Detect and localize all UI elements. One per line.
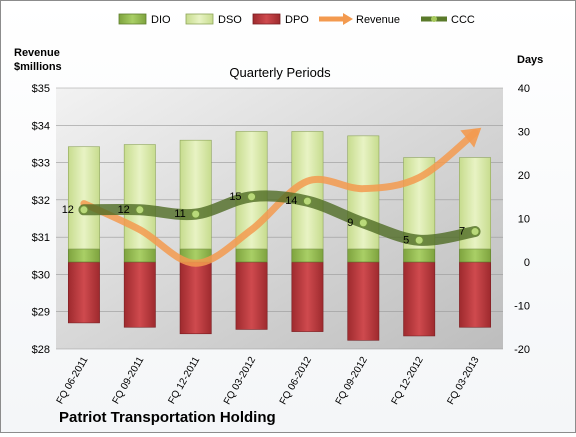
dpo-bar: [459, 261, 492, 328]
legend-swatch-dio: [118, 13, 147, 25]
right-tick-label: 30: [518, 127, 530, 139]
dio-bar: [291, 248, 324, 263]
category-label: FQ 06-2012: [278, 355, 314, 407]
ccc-marker: [191, 209, 201, 219]
legend-swatch-dso: [185, 13, 214, 25]
legend-label-dso: DSO: [218, 14, 242, 26]
revenue-arrowhead: [460, 127, 482, 148]
right-tick-label: -10: [514, 301, 530, 313]
left-tick-label: $32: [32, 195, 50, 207]
company-name: Patriot Transportation Holding: [59, 409, 276, 426]
ccc-data-label: 14: [285, 195, 297, 207]
category-label: FQ 06-2011: [55, 355, 91, 406]
ccc-data-label: 7: [459, 226, 465, 238]
ccc-data-label: 9: [347, 217, 353, 229]
dpo-bar: [179, 261, 212, 335]
dpo-bar: [67, 261, 100, 324]
left-tick-label: $33: [32, 158, 50, 170]
category-label: FQ 09-2011: [111, 355, 147, 406]
category-label: FQ 09-2012: [334, 355, 370, 407]
category-label: FQ 03-2013: [445, 355, 481, 407]
dso-bar: [67, 146, 100, 250]
left-tick-label: $30: [32, 269, 50, 281]
dso-bar: [179, 139, 212, 250]
bars: [67, 131, 492, 341]
dpo-bar: [291, 261, 324, 332]
dio-bar: [403, 248, 436, 263]
legend-marker-ccc: [431, 16, 437, 22]
dpo-bar: [347, 261, 380, 341]
right-tick-label: 0: [524, 257, 530, 269]
legend-label-dpo: DPO: [285, 14, 309, 26]
dpo-bar: [123, 261, 156, 328]
ccc-marker: [414, 235, 424, 245]
category-label: FQ 12-2011: [166, 355, 202, 406]
legend-swatch-dpo: [252, 13, 281, 25]
dpo-bar: [235, 261, 268, 330]
left-tick-label: $29: [32, 307, 50, 319]
right-tick-label: -20: [514, 344, 530, 356]
ccc-data-label: 11: [174, 208, 185, 220]
legend-arrow-revenue: [343, 13, 353, 25]
ccc-line: [78, 190, 481, 246]
left-tick-label: $31: [32, 232, 50, 244]
left-axis-label-line2: $millions: [14, 61, 62, 73]
ccc-data-label: 12: [118, 204, 130, 216]
lines: 12 12 11 15 14 9 5 7: [62, 127, 482, 267]
left-axis-label-line1: Revenue: [14, 47, 60, 59]
right-tick-label: 10: [518, 214, 530, 226]
ccc-marker: [135, 205, 145, 215]
ccc-marker: [247, 192, 257, 202]
ccc-data-label: 5: [403, 234, 409, 246]
legend-label-dio: DIO: [151, 14, 171, 26]
ccc-marker: [302, 196, 312, 206]
left-tick-label: $35: [32, 83, 50, 95]
chart-title: Quarterly Periods: [229, 65, 331, 80]
revenue-line: [80, 129, 479, 267]
ccc-marker: [358, 218, 368, 228]
legend-label-revenue: Revenue: [356, 14, 400, 26]
left-tick-label: $34: [32, 120, 50, 132]
legend-label-ccc: CCC: [451, 14, 475, 26]
category-label: FQ 12-2012: [390, 355, 426, 407]
right-tick-label: 40: [518, 83, 530, 95]
left-tick-label: $28: [32, 344, 50, 356]
dio-bar: [459, 248, 492, 263]
category-label: FQ 03-2012: [222, 355, 258, 407]
dpo-bar: [403, 261, 436, 337]
ccc-marker: [470, 227, 480, 237]
ccc-data-label: 15: [229, 191, 241, 203]
dio-bar: [235, 248, 268, 263]
dio-bar: [123, 248, 156, 263]
ccc-data-label: 12: [62, 204, 74, 216]
dio-bar: [67, 248, 100, 263]
legend: DIO DSO DPO Revenue CCC: [118, 13, 475, 26]
right-tick-label: 20: [518, 170, 530, 182]
dio-bar: [347, 248, 380, 263]
right-axis-label: Days: [517, 54, 543, 66]
ccc-marker: [79, 205, 89, 215]
